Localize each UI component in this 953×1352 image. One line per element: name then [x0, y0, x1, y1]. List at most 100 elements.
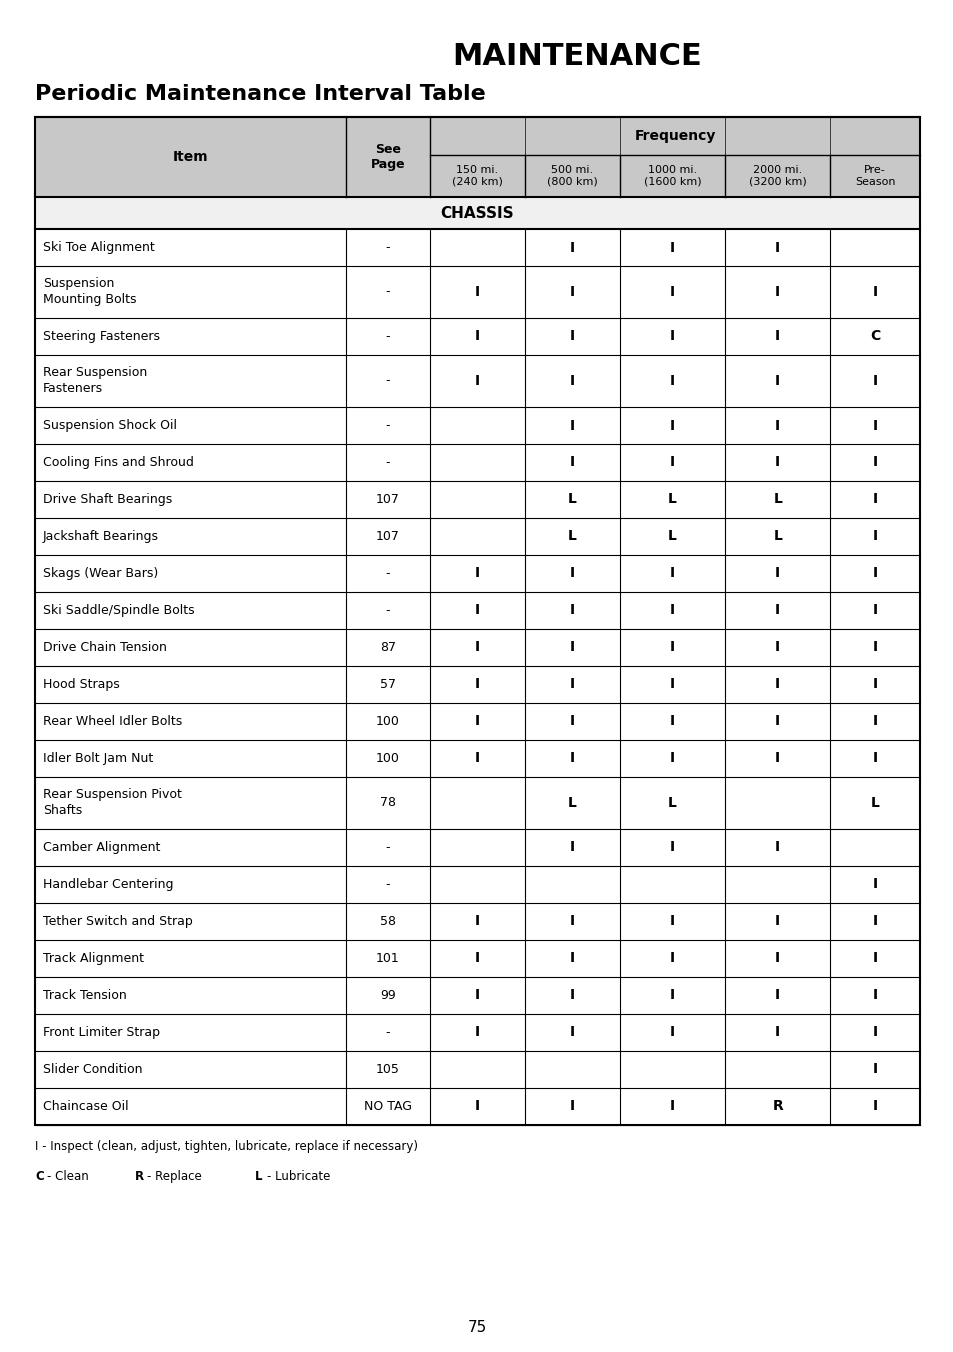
Text: I: I — [872, 492, 877, 507]
Bar — [35, 228, 919, 266]
Text: I: I — [872, 714, 877, 729]
Text: -: - — [385, 456, 390, 469]
Text: 101: 101 — [375, 952, 399, 965]
Text: I: I — [775, 603, 780, 618]
Text: I: I — [569, 241, 575, 254]
Text: I: I — [775, 714, 780, 729]
Text: I: I — [775, 419, 780, 433]
Text: I: I — [872, 952, 877, 965]
Bar — [35, 829, 919, 867]
Text: I: I — [569, 988, 575, 1002]
Bar — [724, 118, 829, 197]
Text: I: I — [475, 677, 479, 691]
Text: I: I — [669, 914, 675, 929]
Text: I: I — [872, 1099, 877, 1114]
Text: I: I — [872, 603, 877, 618]
Text: I: I — [569, 841, 575, 854]
Text: I: I — [569, 419, 575, 433]
Text: I: I — [669, 841, 675, 854]
Bar — [35, 740, 919, 777]
Text: L: L — [667, 796, 676, 810]
Text: I: I — [775, 456, 780, 469]
Text: I: I — [669, 988, 675, 1002]
Text: I: I — [669, 566, 675, 580]
Text: Idler Bolt Jam Nut: Idler Bolt Jam Nut — [43, 752, 153, 765]
Text: Drive Shaft Bearings: Drive Shaft Bearings — [43, 493, 172, 506]
Text: Steering Fasteners: Steering Fasteners — [43, 330, 160, 343]
Text: 75: 75 — [467, 1320, 486, 1334]
Text: Ski Toe Alignment: Ski Toe Alignment — [43, 241, 154, 254]
Bar — [35, 777, 919, 829]
Text: I: I — [475, 566, 479, 580]
Bar — [35, 977, 919, 1014]
Bar — [35, 118, 919, 1125]
Text: I: I — [669, 285, 675, 299]
Text: L: L — [667, 530, 676, 544]
Text: I: I — [569, 641, 575, 654]
Bar — [829, 118, 919, 197]
Text: I: I — [569, 375, 575, 388]
Text: 100: 100 — [375, 752, 399, 765]
Bar — [35, 197, 919, 228]
Text: Rear Wheel Idler Bolts: Rear Wheel Idler Bolts — [43, 715, 182, 727]
Text: R: R — [135, 1169, 144, 1183]
Text: L: L — [667, 492, 676, 507]
Text: Slider Condition: Slider Condition — [43, 1063, 142, 1076]
Text: I: I — [669, 752, 675, 765]
Text: I: I — [475, 952, 479, 965]
Text: I: I — [669, 641, 675, 654]
Text: C: C — [869, 330, 880, 343]
Text: L: L — [870, 796, 879, 810]
Text: -: - — [385, 285, 390, 299]
Text: -: - — [385, 566, 390, 580]
Text: -: - — [385, 841, 390, 854]
Text: I: I — [872, 677, 877, 691]
Text: 500 mi.
(800 km): 500 mi. (800 km) — [546, 165, 598, 187]
Text: Ski Saddle/Spindle Bolts: Ski Saddle/Spindle Bolts — [43, 604, 194, 617]
Text: Frequency: Frequency — [634, 128, 715, 143]
Text: L: L — [567, 530, 577, 544]
Text: I: I — [669, 714, 675, 729]
Text: I: I — [872, 914, 877, 929]
Text: I: I — [475, 603, 479, 618]
Text: 87: 87 — [379, 641, 395, 654]
Text: I: I — [872, 285, 877, 299]
Text: Front Limiter Strap: Front Limiter Strap — [43, 1026, 160, 1038]
Text: I: I — [569, 952, 575, 965]
Text: I: I — [569, 914, 575, 929]
Text: I: I — [475, 988, 479, 1002]
Bar — [35, 407, 919, 443]
Text: I: I — [872, 877, 877, 891]
Text: Item: Item — [172, 150, 208, 164]
Text: I: I — [775, 988, 780, 1002]
Text: 107: 107 — [375, 530, 399, 544]
Text: I: I — [669, 1026, 675, 1040]
Text: Rear Suspension Pivot
Shafts: Rear Suspension Pivot Shafts — [43, 788, 182, 818]
Text: I: I — [872, 566, 877, 580]
Text: L: L — [567, 796, 577, 810]
Text: Hood Straps: Hood Straps — [43, 677, 120, 691]
Text: Drive Chain Tension: Drive Chain Tension — [43, 641, 167, 654]
Text: Suspension
Mounting Bolts: Suspension Mounting Bolts — [43, 277, 136, 307]
Text: I: I — [872, 752, 877, 765]
Text: -: - — [385, 877, 390, 891]
Text: I: I — [872, 530, 877, 544]
Text: I: I — [872, 1026, 877, 1040]
Text: I: I — [669, 330, 675, 343]
Text: I: I — [775, 285, 780, 299]
Bar — [35, 592, 919, 629]
Text: L: L — [254, 1169, 262, 1183]
Text: I: I — [669, 241, 675, 254]
Bar — [35, 481, 919, 518]
Text: Chaincase Oil: Chaincase Oil — [43, 1101, 129, 1113]
Bar — [35, 703, 919, 740]
Text: Suspension Shock Oil: Suspension Shock Oil — [43, 419, 177, 433]
Text: I: I — [569, 456, 575, 469]
Text: I: I — [872, 375, 877, 388]
Text: - Replace: - Replace — [147, 1169, 201, 1183]
Text: R: R — [772, 1099, 782, 1114]
Text: L: L — [773, 492, 781, 507]
Text: 57: 57 — [379, 677, 395, 691]
Text: I: I — [669, 419, 675, 433]
Text: I: I — [775, 952, 780, 965]
